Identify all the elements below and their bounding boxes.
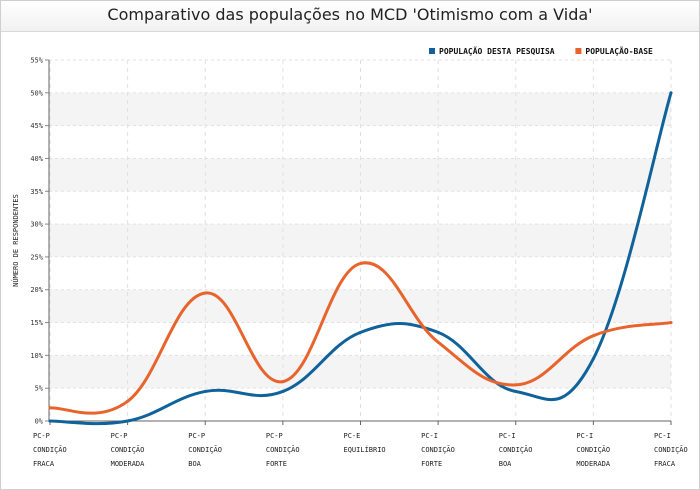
series-2-point	[669, 321, 673, 325]
x-tick-label: CONDIÇÃO	[576, 445, 610, 454]
series-2-point	[203, 291, 207, 295]
x-tick-label: CONDIÇÃO	[33, 445, 67, 454]
x-tick-label: PC-I	[499, 432, 516, 440]
y-tick-label: 0%	[35, 418, 44, 426]
series-1-point	[126, 419, 130, 423]
series-1-point	[514, 389, 518, 393]
x-tick-label: FRACA	[654, 460, 676, 468]
series-2-point	[514, 383, 518, 387]
x-tick-label: MODERADA	[576, 460, 611, 468]
series-2-point	[48, 406, 52, 410]
series-2-point	[281, 380, 285, 384]
x-tick-label: PC-P	[33, 432, 50, 440]
x-tick-label: CONDIÇÃO	[654, 445, 688, 454]
x-tick-label: PC-P	[111, 432, 128, 440]
series-1-point	[436, 330, 440, 334]
x-tick-label: FORTE	[266, 460, 287, 468]
series-1-point	[591, 357, 595, 361]
series-1-point	[669, 91, 673, 95]
y-tick-label: 10%	[30, 352, 43, 360]
legend-label-1: POPULAÇÃO DESTA PESQUISA	[439, 46, 555, 56]
y-tick-label: 20%	[30, 286, 43, 294]
x-tick-label: CONDIÇÃO	[421, 445, 455, 454]
series-2-point	[359, 261, 362, 265]
series-2-point	[591, 334, 595, 338]
series-1-point	[359, 330, 362, 334]
y-tick-label: 55%	[30, 57, 43, 65]
y-axis-title: NÚMERO DE RESPONDENTES	[11, 194, 20, 287]
series-2-point	[126, 399, 130, 403]
y-tick-label: 35%	[30, 188, 43, 196]
y-tick-label: 5%	[35, 385, 44, 393]
y-tick-label: 25%	[30, 253, 43, 261]
x-tick-label: EQUILÍBRIO	[344, 445, 386, 454]
series-line-2	[48, 261, 673, 415]
x-tick-label: PC-E	[344, 432, 361, 440]
y-tick-label: 40%	[30, 155, 43, 163]
x-tick-label: PC-P	[188, 432, 205, 440]
legend-swatch-1	[429, 48, 435, 54]
x-tick-label: PC-I	[421, 432, 438, 440]
title-bar: Comparativo das populações no MCD 'Otimi…	[1, 1, 699, 32]
legend-label-2: POPULAÇÃO-BASE	[585, 46, 653, 56]
x-tick-label: BOA	[188, 460, 201, 468]
x-tick-label: CONDIÇÃO	[499, 445, 533, 454]
x-tick-label: BOA	[499, 460, 512, 468]
y-tick-label: 15%	[30, 319, 43, 327]
series-1-point	[203, 389, 207, 393]
x-tick-label: PC-I	[654, 432, 671, 440]
series-1-point	[48, 419, 52, 423]
legend-swatch-2	[575, 48, 582, 54]
x-tick-label: FORTE	[421, 460, 442, 468]
series-2-point	[436, 340, 440, 344]
y-tick-label: 45%	[30, 122, 43, 130]
series-1-point	[281, 389, 285, 393]
y-tick-label: 50%	[30, 89, 43, 97]
chart-title: Comparativo das populações no MCD 'Otimi…	[107, 5, 593, 24]
x-tick-label: CONDIÇÃO	[266, 445, 300, 454]
x-tick-label: FRACA	[33, 460, 55, 468]
x-tick-label: CONDIÇÃO	[188, 445, 222, 454]
y-tick-label: 30%	[30, 221, 43, 229]
x-tick-label: MODERADA	[111, 460, 146, 468]
x-tick-label: CONDIÇÃO	[111, 445, 145, 454]
x-tick-label: PC-I	[576, 432, 593, 440]
series-line-1	[48, 91, 673, 426]
x-tick-label: PC-P	[266, 432, 283, 440]
